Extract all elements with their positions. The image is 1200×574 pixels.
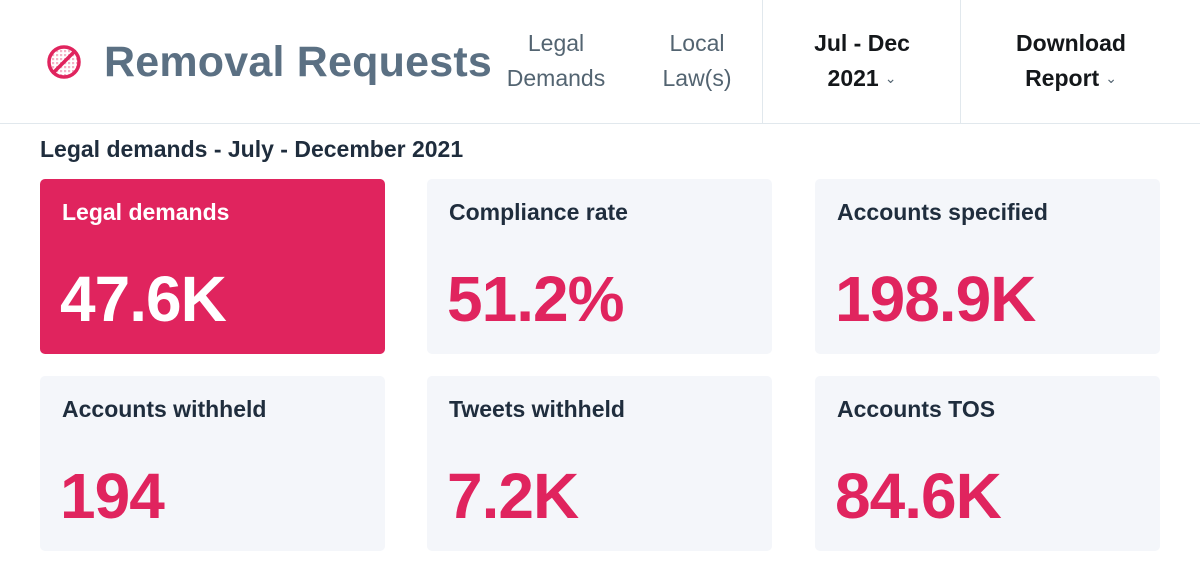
card-value: 198.9K bbox=[835, 263, 1036, 335]
period-line1: Jul - Dec bbox=[814, 30, 910, 56]
card-label: Accounts withheld bbox=[62, 396, 267, 422]
page-header: Removal Requests Legal Demands Local Law… bbox=[0, 0, 1200, 124]
card-value: 194 bbox=[60, 460, 165, 532]
download-line1: Download bbox=[1016, 30, 1126, 56]
card-value: 84.6K bbox=[835, 460, 1002, 532]
card-value: 51.2% bbox=[447, 263, 624, 335]
nav-legal-demands-line1: Legal bbox=[527, 30, 585, 56]
section-title: Legal demands - July - December 2021 bbox=[40, 136, 464, 162]
prohibited-icon bbox=[44, 42, 84, 82]
header-divider bbox=[762, 0, 763, 124]
download-line2: Report bbox=[1025, 65, 1100, 91]
card-label: Accounts specified bbox=[837, 199, 1048, 225]
card-label: Legal demands bbox=[62, 199, 230, 225]
period-dropdown[interactable]: Jul - Dec 2021 ⌄ bbox=[764, 26, 960, 96]
card-label: Tweets withheld bbox=[449, 396, 625, 422]
card-accounts-tos[interactable]: Accounts TOS 84.6K bbox=[815, 376, 1160, 551]
card-compliance-rate[interactable]: Compliance rate 51.2% bbox=[427, 179, 772, 354]
nav-local-laws[interactable]: Local Law(s) bbox=[648, 26, 746, 96]
header-divider bbox=[960, 0, 961, 124]
nav-local-laws-line2: Law(s) bbox=[662, 65, 732, 91]
card-label: Accounts TOS bbox=[837, 396, 996, 422]
chevron-down-icon: ⌄ bbox=[884, 70, 897, 86]
page-title: Removal Requests bbox=[104, 37, 492, 86]
card-tweets-withheld[interactable]: Tweets withheld 7.2K bbox=[427, 376, 772, 551]
brand[interactable]: Removal Requests bbox=[44, 38, 492, 86]
card-accounts-specified[interactable]: Accounts specified 198.9K bbox=[815, 179, 1160, 354]
card-legal-demands[interactable]: Legal demands 47.6K bbox=[40, 179, 385, 354]
chevron-down-icon: ⌄ bbox=[1105, 70, 1117, 86]
card-value: 47.6K bbox=[60, 263, 227, 335]
nav-local-laws-line1: Local bbox=[669, 30, 725, 56]
card-accounts-withheld[interactable]: Accounts withheld 194 bbox=[40, 376, 385, 551]
card-value: 7.2K bbox=[447, 460, 579, 532]
card-label: Compliance rate bbox=[449, 199, 628, 225]
nav-legal-demands[interactable]: Legal Demands bbox=[496, 26, 616, 96]
nav-legal-demands-line2: Demands bbox=[506, 65, 606, 91]
download-report-dropdown[interactable]: Download Report ⌄ bbox=[962, 26, 1180, 96]
period-line2: 2021 bbox=[827, 65, 879, 91]
